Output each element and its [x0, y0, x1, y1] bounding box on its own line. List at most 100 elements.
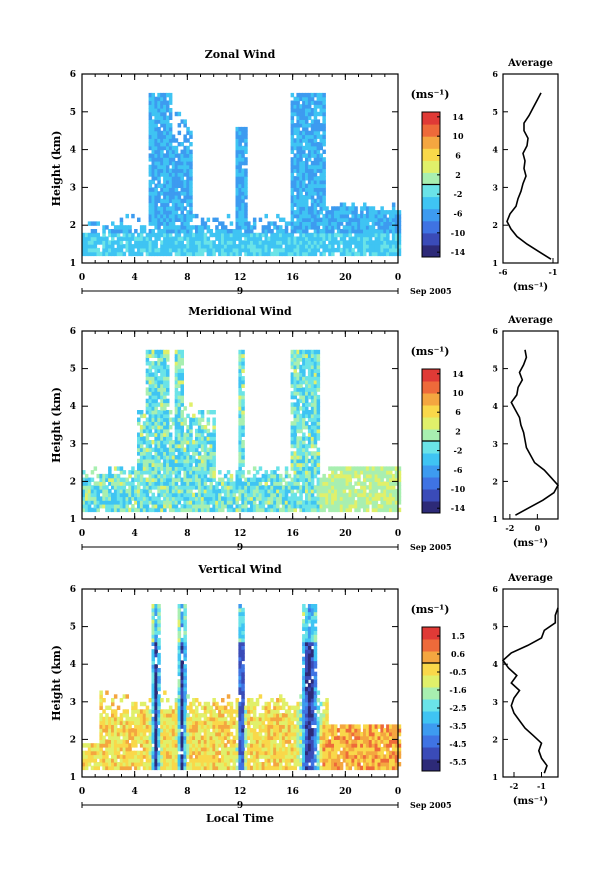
heatmap-cell	[290, 376, 295, 381]
heatmap-cell	[307, 470, 312, 475]
heatmap-cell	[93, 229, 98, 234]
heatmap-cell	[125, 728, 129, 733]
heatmap-cell	[174, 361, 179, 366]
heatmap-cell	[363, 225, 367, 230]
heatmap-cell	[174, 160, 179, 166]
heatmap-cell	[212, 473, 216, 479]
heatmap-cell	[299, 462, 303, 467]
heatmap-cell	[180, 247, 184, 253]
heatmap-cell	[247, 477, 251, 482]
heatmap-cell	[93, 236, 98, 241]
heatmap-cell	[310, 376, 315, 381]
heatmap-cell	[221, 739, 225, 744]
heatmap-cell	[244, 134, 248, 139]
heatmap-cell	[307, 138, 312, 143]
heatmap-cell	[82, 481, 86, 486]
heatmap-cell	[154, 440, 158, 445]
heatmap-cell	[105, 236, 109, 241]
heatmap-cell	[363, 206, 367, 211]
heatmap-cell	[177, 142, 182, 147]
heatmap-cell	[200, 758, 205, 763]
heatmap-cell	[96, 481, 100, 486]
heatmap-cell	[215, 701, 219, 707]
heatmap-cell	[111, 709, 115, 714]
heatmap-cell	[105, 492, 109, 498]
heatmap-cell	[380, 496, 384, 501]
heatmap-cell	[166, 504, 170, 509]
heatmap-cell	[397, 466, 402, 471]
heatmap-cell	[305, 466, 309, 471]
heatmap-cell	[200, 466, 205, 471]
heatmap-cell	[383, 492, 387, 498]
heatmap-cell	[174, 504, 179, 509]
heatmap-cell	[226, 739, 231, 744]
heatmap-cell	[339, 466, 344, 471]
heatmap-cell	[313, 240, 318, 245]
heatmap-cell	[397, 470, 402, 475]
heatmap-cell	[154, 458, 158, 464]
heatmap-cell	[241, 500, 245, 505]
heatmap-cell	[142, 470, 147, 475]
heatmap-cell	[177, 440, 182, 445]
heatmap-cell	[186, 172, 190, 177]
heatmap-cell	[195, 762, 199, 767]
heatmap-cell	[137, 436, 141, 441]
heatmap-cell	[310, 244, 315, 249]
heatmap-cell	[313, 213, 318, 219]
heatmap-cell	[232, 247, 237, 253]
heatmap-cell	[250, 481, 254, 486]
heatmap-cell	[328, 221, 332, 226]
heatmap-cell	[299, 372, 303, 377]
heatmap-cell	[206, 716, 211, 722]
heatmap-cell	[180, 496, 184, 501]
heatmap-cell	[145, 739, 150, 744]
heatmap-cell	[302, 179, 306, 185]
heatmap-cell	[157, 100, 161, 105]
heatmap-cell	[171, 758, 176, 763]
heatmap-cell	[87, 754, 92, 759]
heatmap-cell	[163, 213, 167, 219]
heatmap-cell	[163, 690, 167, 695]
heatmap-cell	[90, 251, 95, 257]
heatmap-cell	[290, 164, 295, 170]
heatmap-cell	[200, 247, 205, 253]
heatmap-cell	[322, 504, 326, 509]
heatmap-cell	[302, 202, 306, 207]
heatmap-cell	[238, 443, 242, 449]
heatmap-cell	[235, 172, 239, 177]
heatmap-cell	[322, 92, 326, 98]
heatmap-cell	[154, 645, 158, 650]
heatmap-cell	[177, 130, 182, 136]
heatmap-cell	[145, 705, 150, 710]
heatmap-cell	[151, 660, 155, 665]
heatmap-cell	[151, 130, 155, 136]
heatmap-cell	[212, 477, 216, 482]
heatmap-cell	[302, 168, 306, 173]
heatmap-cell	[302, 353, 306, 358]
heatmap-cell	[368, 488, 373, 494]
heatmap-cell	[183, 754, 187, 759]
heatmap-cell	[151, 728, 155, 733]
heatmap-cell	[148, 138, 153, 143]
heatmap-cell	[195, 754, 199, 759]
heatmap-cell	[151, 247, 155, 253]
heatmap-cell	[316, 130, 321, 136]
heatmap-cell	[357, 240, 361, 245]
heatmap-cell	[331, 240, 335, 245]
heatmap-cell	[209, 507, 213, 513]
x-tick-label: 12	[234, 273, 247, 283]
heatmap-cell	[151, 111, 155, 117]
heatmap-cell	[287, 485, 292, 490]
heatmap-cell	[276, 485, 280, 490]
heatmap-cell	[305, 198, 309, 204]
heatmap-cell	[131, 247, 135, 253]
heatmap-cell	[244, 229, 248, 234]
heatmap-cell	[252, 496, 257, 501]
heatmap-cell	[351, 247, 355, 253]
heatmap-cell	[368, 217, 373, 222]
heatmap-cell	[221, 716, 225, 722]
heatmap-cell	[189, 213, 193, 219]
heatmap-cell	[299, 176, 303, 181]
heatmap-cell	[322, 119, 326, 124]
heatmap-cell	[293, 504, 297, 509]
